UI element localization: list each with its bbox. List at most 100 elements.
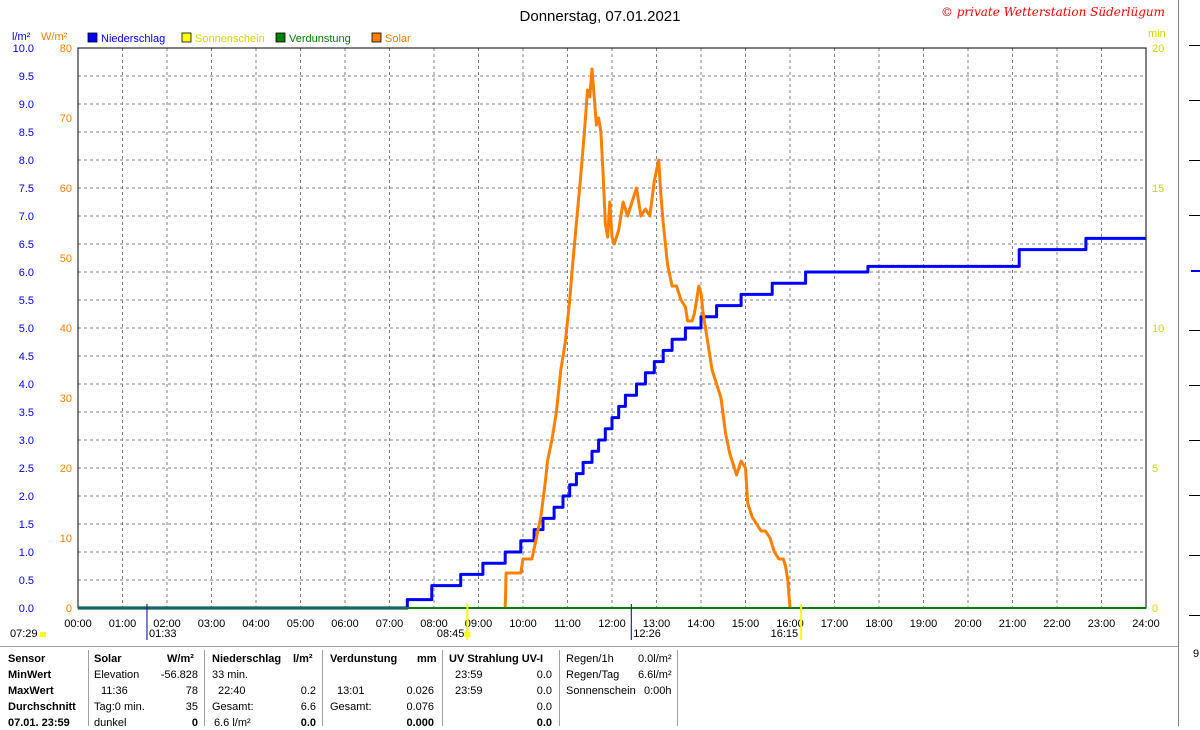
- verdunstung-now-value: 0.000: [406, 717, 434, 729]
- x-tick-label: 23:00: [1088, 618, 1116, 630]
- legend-label-3: Solar: [385, 33, 411, 45]
- y-sun-tick: 5: [1152, 463, 1158, 475]
- right-tick-7: [1189, 440, 1200, 441]
- y-precip-tick: 1.5: [19, 519, 34, 531]
- verdunstung-header: Verdunstung: [330, 653, 398, 665]
- y-precip-tick: 6.0: [19, 267, 34, 279]
- regen-tag-label: Regen/Tag: [566, 669, 620, 681]
- y-precip-tick: 5.5: [19, 295, 34, 307]
- x-tick-label: 03:00: [198, 618, 226, 630]
- y-precip-tick: 4.0: [19, 379, 34, 391]
- stats-divider-4: [442, 650, 443, 726]
- y-solar-tick: 60: [60, 183, 72, 195]
- y-solar-tick: 10: [60, 533, 72, 545]
- right-tick-4: [1189, 215, 1200, 216]
- uv-min-value: 0.0: [536, 669, 552, 681]
- x-tick-label: 10:00: [509, 618, 537, 630]
- left-unit-solar: W/m²: [41, 31, 68, 43]
- right-scroll-panel: 9: [1178, 0, 1200, 726]
- x-tick-label: 12:00: [598, 618, 626, 630]
- x-tick-label: 15:00: [732, 618, 760, 630]
- y-solar-tick: 0: [66, 603, 72, 615]
- verdunstung-max-value: 0.026: [406, 685, 434, 697]
- right-tick-8: [1189, 495, 1200, 496]
- legend-swatch-1: [181, 32, 192, 43]
- niederschlag-min-label: 33 min.: [212, 669, 249, 681]
- y-solar-tick: 20: [60, 463, 72, 475]
- regen-1h-value: 0.0l/m²: [638, 653, 672, 665]
- x-tick-label: 21:00: [999, 618, 1027, 630]
- x-tick-label: 06:00: [331, 618, 359, 630]
- y-solar-tick: 80: [60, 43, 72, 55]
- x-tick-label: 07:00: [376, 618, 404, 630]
- y-precip-tick: 9.5: [19, 71, 34, 83]
- stats-sensor-header: Sensor: [8, 653, 46, 665]
- verdunstung-unit: mm: [417, 653, 437, 665]
- right-blue-mark: [1191, 270, 1200, 272]
- uv-min-label: 23:59: [455, 669, 483, 681]
- stats-divider-3: [322, 650, 323, 726]
- stats-separator: [0, 646, 1178, 647]
- stats-table: Sensor MinWert MaxWert Durchschnitt 07.0…: [0, 648, 1200, 729]
- x-tick-label: 13:00: [643, 618, 671, 630]
- axes: 00:00 01:00 02:00 03:00 04:00 05:00 06:00 07:00…: [13, 43, 1165, 630]
- x-tick-label: 04:00: [242, 618, 270, 630]
- sonnenschein-value: 0:00h: [644, 685, 672, 697]
- niederschlag-avg-label: Gesamt:: [212, 701, 254, 713]
- solar-unit: W/m²: [167, 653, 194, 665]
- weather-chart: Donnerstag, 07.01.2021 © private Wetters…: [10, 5, 1166, 640]
- x-tick-label: 18:00: [865, 618, 893, 630]
- solar-now-value: 0: [191, 717, 198, 729]
- x-tick-label: 05:00: [287, 618, 315, 630]
- right-tick-9: [1189, 555, 1200, 556]
- x-tick-label: 00:00: [64, 618, 92, 630]
- y-precip-tick: 1.0: [19, 547, 34, 559]
- y-precip-tick: 7.0: [19, 211, 34, 223]
- right-tick-1: [1189, 45, 1200, 46]
- verdunstung-avg-value: 0.076: [406, 701, 434, 713]
- solar-header: Solar: [94, 653, 122, 665]
- right-tick-5: [1189, 330, 1200, 331]
- y-precip-tick: 0.0: [19, 603, 34, 615]
- y-sun-tick: 15: [1152, 183, 1164, 195]
- x-tick-label: 19:00: [910, 618, 938, 630]
- stats-max-row-label: MaxWert: [8, 685, 54, 697]
- uv-header: UV Strahlung UV-I: [449, 653, 544, 665]
- noon-marker-label: 12:26: [633, 628, 661, 640]
- y-solar-tick: 50: [60, 253, 72, 265]
- uv-avg-value: 0.0: [536, 701, 552, 713]
- x-tick-label: 11:00: [554, 618, 581, 630]
- sunset-marker-label: 16:15: [771, 628, 799, 640]
- sunstart-sun-marker: [464, 632, 471, 637]
- legend-swatch-2: [275, 32, 286, 43]
- sonnenschein-label: Sonnenschein: [566, 685, 636, 697]
- series-solar: [503, 67, 792, 609]
- stats-min-row-label: MinWert: [8, 669, 52, 681]
- y-precip-tick: 4.5: [19, 351, 34, 363]
- y-precip-tick: 8.0: [19, 155, 34, 167]
- solar-avg-value: 35: [185, 701, 198, 713]
- right-tick-3: [1189, 160, 1200, 161]
- right-tick-2: [1189, 100, 1200, 101]
- marker-layer: 07:29 01:33 08:45 12:26 16:15: [10, 604, 803, 640]
- legend-swatch-3: [371, 32, 382, 43]
- uv-now-value: 0.0: [536, 717, 552, 729]
- legend-label-0: Niederschlag: [101, 33, 165, 45]
- y-precip-tick: 2.5: [19, 463, 34, 475]
- legend-swatch-0: [87, 32, 98, 43]
- y-sun-tick: 20: [1152, 43, 1164, 55]
- solar-now-label: dunkel: [94, 717, 127, 729]
- niederschlag-max-value: 0.2: [300, 685, 316, 697]
- stats-divider-5: [559, 650, 560, 726]
- y-precip-tick: 3.5: [19, 407, 34, 419]
- y-precip-tick: 9.0: [19, 99, 34, 111]
- y-precip-tick: 10.0: [13, 43, 34, 55]
- niederschlag-unit: l/m²: [293, 653, 313, 665]
- y-sun-tick: 0: [1152, 603, 1158, 615]
- x-tick-label: 14:00: [687, 618, 715, 630]
- x-tick-label: 20:00: [954, 618, 982, 630]
- right-tick-10: [1189, 615, 1200, 616]
- y-precip-tick: 8.5: [19, 127, 34, 139]
- uv-max-value: 0.0: [536, 685, 552, 697]
- legend-label-2: Verdunstung: [289, 33, 351, 45]
